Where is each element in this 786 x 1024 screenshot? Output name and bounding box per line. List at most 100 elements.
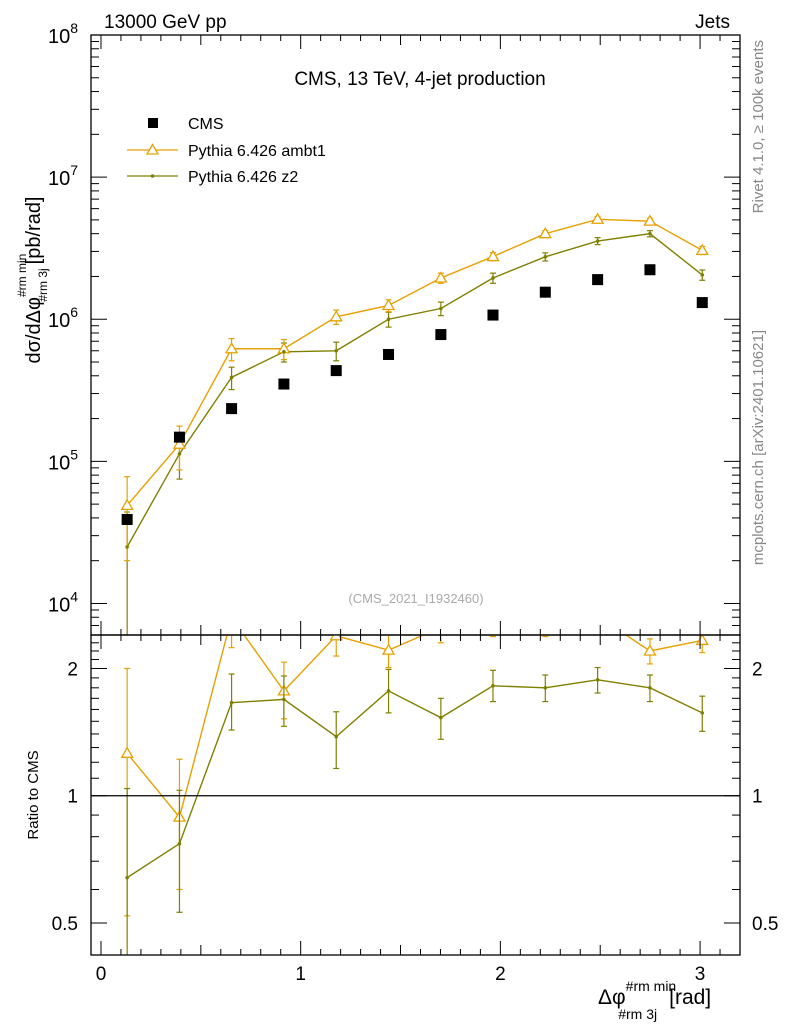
point-z2 [543, 254, 548, 259]
x-axis-label: Δφ#rm min #rm 3j [rad] [598, 978, 711, 1022]
x-label-sub: #rm 3j [618, 1006, 657, 1022]
point-ambt1 [643, 214, 657, 226]
point-ambt1 [695, 243, 709, 256]
series-line-ambt1 [126, 218, 703, 506]
legend-entry-z2: Pythia 6.426 z2 [127, 169, 298, 186]
point-cms [330, 365, 342, 377]
ratio-point-z2 [439, 715, 443, 720]
legend-entry-cms: CMS [148, 116, 224, 133]
ratio-point-ambt1 [592, 611, 603, 621]
header-left-label: 13000 GeV pp [104, 12, 227, 33]
ratio-y-tick-label-right: 1 [752, 787, 763, 808]
point-ambt1 [329, 310, 343, 322]
legend-entry-ambt1: Pythia 6.426 ambt1 [127, 143, 326, 160]
ratio-point-z2 [595, 678, 600, 682]
point-cms [173, 431, 185, 443]
point-cms [539, 286, 551, 298]
ratio-point-ambt1 [540, 616, 551, 626]
point-cms [644, 264, 656, 276]
x-tick-label: 1 [295, 964, 306, 985]
ratio-point-ambt1 [120, 746, 134, 758]
y-tick-label: 106 [48, 304, 78, 332]
header-right-label: Jets [695, 12, 730, 33]
point-z2 [177, 452, 182, 456]
y-tick-label-base: 10 [48, 26, 70, 48]
ratio-y-tick-label-right: 0.5 [752, 914, 778, 935]
point-z2 [491, 276, 495, 280]
ratio-point-ambt1 [643, 644, 657, 656]
point-ambt1 [224, 341, 239, 354]
y-tick-label-exp: 7 [70, 162, 78, 178]
main-plot-area [120, 212, 709, 635]
point-ambt1 [381, 298, 396, 311]
y-tick-label-exp: 5 [70, 446, 78, 462]
point-cms [121, 513, 133, 525]
point-cms [696, 297, 708, 309]
point-ambt1 [538, 226, 552, 239]
point-z2 [700, 273, 705, 277]
y-label-main: dσ/dΔφ [23, 297, 45, 364]
ratio-y-tick-label: 0.5 [52, 914, 78, 935]
y-label-sub: #rm 3j [36, 268, 50, 301]
point-ambt1 [486, 249, 500, 262]
y-tick-label: 104 [48, 588, 78, 616]
ratio-y-tick-label: 1 [67, 787, 78, 808]
ratio-point-z2 [334, 734, 339, 739]
y-tick-label-exp: 8 [70, 20, 78, 36]
point-z2 [386, 317, 391, 322]
ratio-point-ambt1 [381, 643, 396, 655]
main-y-axis-label: dσ/dΔφ#rm min #rm 3j [pb/rad] [15, 197, 50, 364]
point-z2 [439, 306, 443, 311]
point-ambt1 [172, 437, 187, 449]
ratio-point-ambt1 [487, 616, 498, 626]
y-tick-label: 107 [48, 162, 78, 190]
point-cms [435, 329, 447, 341]
ratio-line-ambt1 [126, 635, 703, 819]
y-tick-label-base: 10 [48, 168, 70, 190]
x-label-main: Δφ [598, 986, 626, 1009]
point-z2 [229, 375, 234, 380]
ratio-point-ambt1 [695, 635, 709, 646]
ratio-point-z2 [229, 700, 234, 705]
y-tick-label-base: 10 [48, 310, 70, 332]
y-tick-label-exp: 6 [70, 304, 78, 320]
legend-marker-z2 [150, 174, 155, 178]
ratio-point-z2 [700, 711, 705, 715]
ratio-point-z2 [543, 686, 548, 690]
point-cms [278, 378, 290, 390]
point-ambt1 [434, 271, 448, 283]
ratio-point-z2 [386, 689, 391, 693]
y-tick-label: 108 [48, 20, 78, 48]
y-tick-label: 105 [48, 446, 78, 474]
point-cms [487, 309, 499, 321]
x-tick-labels: 0 1 2 3 [96, 964, 706, 985]
point-z2 [282, 350, 286, 354]
y-label-sup: #rm min [15, 254, 29, 297]
ratio-point-z2 [125, 875, 129, 880]
point-cms [226, 403, 238, 415]
legend-label-ambt1: Pythia 6.426 ambt1 [188, 143, 326, 160]
ratio-panel: 0.5 0.5 1 1 2 2 Ratio to CMS [25, 611, 778, 956]
y-label-unit: [pb/rad] [23, 197, 45, 265]
ratio-panel-frame [90, 634, 741, 956]
point-cms [383, 348, 395, 360]
x-label-unit: [rad] [669, 986, 711, 1009]
ratio-y-tick-label-right: 2 [752, 659, 763, 680]
point-ambt1 [120, 498, 134, 511]
point-z2 [125, 545, 129, 549]
svg-text:dσ/dΔφ#rm min#rm 3j[pb/rad]: dσ/dΔφ#rm min #rm 3j [pb/rad] [15, 197, 50, 364]
legend-label-z2: Pythia 6.426 z2 [188, 169, 298, 186]
ratio-point-z2 [177, 841, 182, 846]
ratio-line-z2 [126, 679, 703, 879]
legend-marker-cms [148, 118, 158, 128]
ratio-point-ambt1 [226, 612, 237, 622]
legend-marker-ambt1 [145, 143, 160, 155]
main-title: CMS, 13 TeV, 4-jet production [294, 69, 545, 90]
point-cms [592, 274, 604, 286]
ratio-y-tick-label: 2 [67, 659, 78, 680]
point-ambt1 [590, 212, 605, 224]
x-tick-label: 2 [495, 964, 506, 985]
